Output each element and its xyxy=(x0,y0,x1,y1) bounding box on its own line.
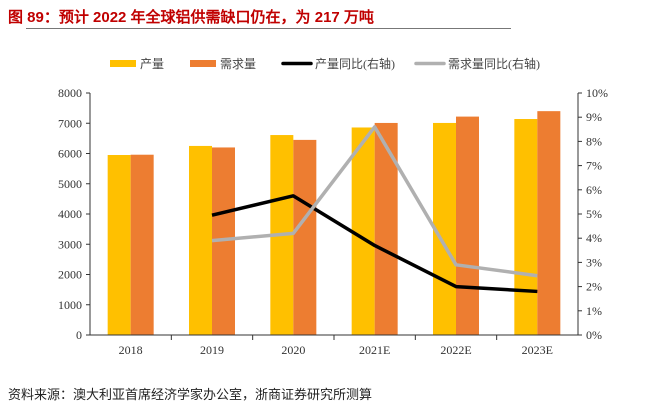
right-tick-label: 10% xyxy=(586,86,608,100)
legend-swatch xyxy=(110,60,136,67)
x-tick-label: 2023E xyxy=(522,343,553,357)
right-tick-label: 1% xyxy=(586,304,602,318)
bar-production xyxy=(351,127,375,335)
x-tick-label: 2020 xyxy=(281,343,305,357)
title-divider xyxy=(26,28,511,29)
right-tick-label: 0% xyxy=(586,328,602,342)
right-tick-label: 9% xyxy=(586,110,602,124)
right-tick-label: 2% xyxy=(586,280,602,294)
x-tick-label: 2019 xyxy=(200,343,224,357)
right-tick-label: 5% xyxy=(586,207,602,221)
chart-title: 图 89：预计 2022 年全球铝供需缺口仍在，为 217 万吨 xyxy=(8,9,374,26)
right-tick-label: 4% xyxy=(586,231,602,245)
left-tick-label: 4000 xyxy=(58,207,82,221)
x-tick-label: 2022E xyxy=(440,343,471,357)
right-tick-label: 7% xyxy=(586,159,602,173)
bar-production xyxy=(189,145,212,335)
right-tick-label: 8% xyxy=(586,134,602,148)
right-tick-label: 3% xyxy=(586,255,602,269)
bar-production xyxy=(514,119,538,335)
left-tick-label: 2000 xyxy=(58,268,82,282)
left-tick-label: 6000 xyxy=(58,147,82,161)
bar-demand xyxy=(537,111,561,336)
left-tick-label: 5000 xyxy=(58,177,82,191)
legend-label: 产量同比(右轴) xyxy=(315,56,395,71)
x-tick-label: 2018 xyxy=(119,343,143,357)
legend-label: 需求量同比(右轴) xyxy=(448,56,540,71)
line-demand-yoy xyxy=(211,125,538,278)
legend-label: 产量 xyxy=(140,57,164,71)
bar-demand xyxy=(374,122,398,335)
bar-demand xyxy=(130,154,154,335)
legend-swatch xyxy=(190,60,216,67)
bar-production xyxy=(107,155,131,335)
right-tick-label: 6% xyxy=(586,183,602,197)
line-production-yoy xyxy=(211,194,538,294)
left-tick-label: 1000 xyxy=(58,298,82,312)
left-tick-label: 0 xyxy=(76,328,82,342)
left-tick-label: 8000 xyxy=(58,86,82,100)
bar-demand xyxy=(456,116,479,335)
source-note: 资料来源：澳大利亚首席经济学家办公室，浙商证券研究所测算 xyxy=(8,387,373,402)
left-tick-label: 7000 xyxy=(58,116,82,130)
x-tick-label: 2021E xyxy=(359,343,390,357)
bar-demand xyxy=(293,139,317,335)
legend-label: 需求量 xyxy=(220,57,256,71)
left-tick-label: 3000 xyxy=(58,237,82,251)
